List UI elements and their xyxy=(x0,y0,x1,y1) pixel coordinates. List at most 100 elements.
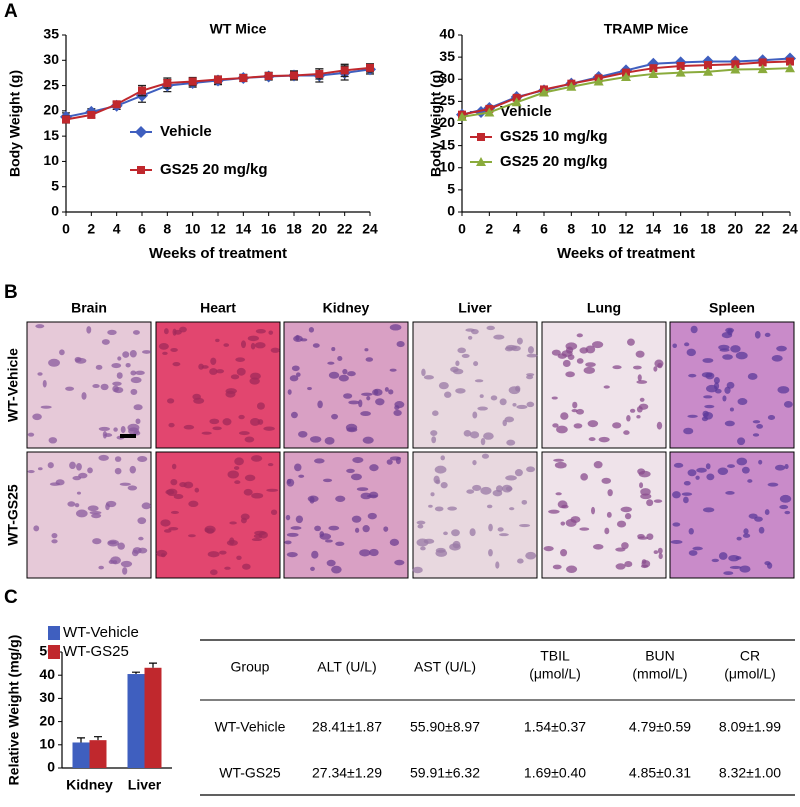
nucleus xyxy=(210,569,218,576)
nucleus xyxy=(526,353,538,358)
nucleus xyxy=(40,405,52,409)
nucleus xyxy=(270,347,280,353)
panel-label: A xyxy=(4,1,18,22)
nucleus xyxy=(227,470,239,479)
nucleus xyxy=(637,536,649,540)
x-tick-label: 16 xyxy=(261,221,277,237)
nucleus xyxy=(747,479,753,483)
nucleus xyxy=(688,373,697,378)
nucleus xyxy=(224,566,231,570)
nucleus xyxy=(235,357,246,362)
panel-label: B xyxy=(4,282,18,303)
y-tick-label: 30 xyxy=(43,51,59,67)
nucleus xyxy=(683,427,694,435)
nucleus xyxy=(162,351,168,355)
nucleus xyxy=(435,547,446,553)
bar xyxy=(72,742,90,768)
nucleus xyxy=(629,408,636,413)
nucleus xyxy=(576,408,584,415)
nucleus xyxy=(98,454,109,461)
legend-label: GS25 20 mg/kg xyxy=(160,161,268,178)
nucleus xyxy=(369,464,379,472)
nucleus xyxy=(326,559,336,567)
nucleus xyxy=(514,468,523,477)
nucleus xyxy=(696,467,707,473)
nucleus xyxy=(719,348,730,352)
x-tick-label: 6 xyxy=(540,221,548,237)
nucleus xyxy=(328,371,340,379)
nucleus xyxy=(243,488,253,496)
nucleus xyxy=(352,456,364,464)
nucleus xyxy=(170,510,179,514)
nucleus xyxy=(616,520,627,528)
data-point xyxy=(786,57,794,66)
nucleus xyxy=(764,561,771,566)
nucleus xyxy=(451,529,460,537)
nucleus xyxy=(576,358,584,364)
nucleus xyxy=(604,527,610,535)
nucleus xyxy=(493,334,505,340)
x-tick-label: Liver xyxy=(128,777,162,793)
data-point xyxy=(675,67,686,77)
nucleus xyxy=(653,499,663,503)
nucleus xyxy=(48,358,60,367)
nucleus xyxy=(51,539,58,544)
nucleus xyxy=(35,324,45,329)
column-label: Liver xyxy=(458,300,492,316)
nucleus xyxy=(572,401,578,409)
nucleus xyxy=(362,436,374,444)
nucleus xyxy=(358,399,363,408)
nucleus xyxy=(105,500,117,508)
y-tick-label: 25 xyxy=(43,76,59,92)
nucleus xyxy=(222,418,232,426)
nucleus xyxy=(247,335,260,342)
nucleus xyxy=(317,400,323,409)
nucleus xyxy=(294,463,302,472)
nucleus xyxy=(229,521,237,525)
nucleus xyxy=(585,362,596,368)
nucleus xyxy=(360,492,372,500)
nucleus xyxy=(342,368,348,375)
nucleus xyxy=(714,388,722,394)
nucleus xyxy=(603,385,610,389)
nucleus xyxy=(141,502,151,510)
nucleus xyxy=(416,520,426,525)
nucleus xyxy=(229,537,235,545)
nucleus xyxy=(365,357,374,362)
nucleus xyxy=(471,329,479,335)
nucleus xyxy=(338,374,349,382)
data-point xyxy=(593,76,604,86)
nucleus xyxy=(256,402,265,410)
error-bar xyxy=(94,736,102,741)
nucleus xyxy=(555,492,562,496)
nucleus xyxy=(285,514,291,521)
nucleus xyxy=(137,455,148,462)
table-cell: 1.69±0.40 xyxy=(524,765,586,781)
nucleus xyxy=(81,392,87,400)
nucleus xyxy=(702,507,715,513)
nucleus xyxy=(706,473,715,481)
nucleus xyxy=(565,342,578,350)
nucleus xyxy=(394,559,405,566)
nucleus xyxy=(233,466,240,471)
nucleus xyxy=(204,527,210,533)
nucleus xyxy=(758,526,765,534)
nucleus xyxy=(207,551,220,558)
nucleus xyxy=(450,366,459,373)
legend-marker xyxy=(137,166,145,174)
y-tick-label: 35 xyxy=(43,26,59,42)
nucleus xyxy=(587,420,599,428)
nucleus xyxy=(561,504,569,509)
nucleus xyxy=(777,386,790,394)
nucleus xyxy=(440,481,448,489)
table-header: BUN xyxy=(645,648,675,664)
nucleus xyxy=(331,413,339,420)
nucleus xyxy=(646,499,654,507)
nucleus xyxy=(672,343,677,349)
nucleus xyxy=(127,485,138,491)
nucleus xyxy=(498,533,509,537)
nucleus xyxy=(394,401,405,409)
nucleus xyxy=(396,341,405,348)
nucleus xyxy=(194,487,200,493)
nucleus xyxy=(42,379,47,388)
